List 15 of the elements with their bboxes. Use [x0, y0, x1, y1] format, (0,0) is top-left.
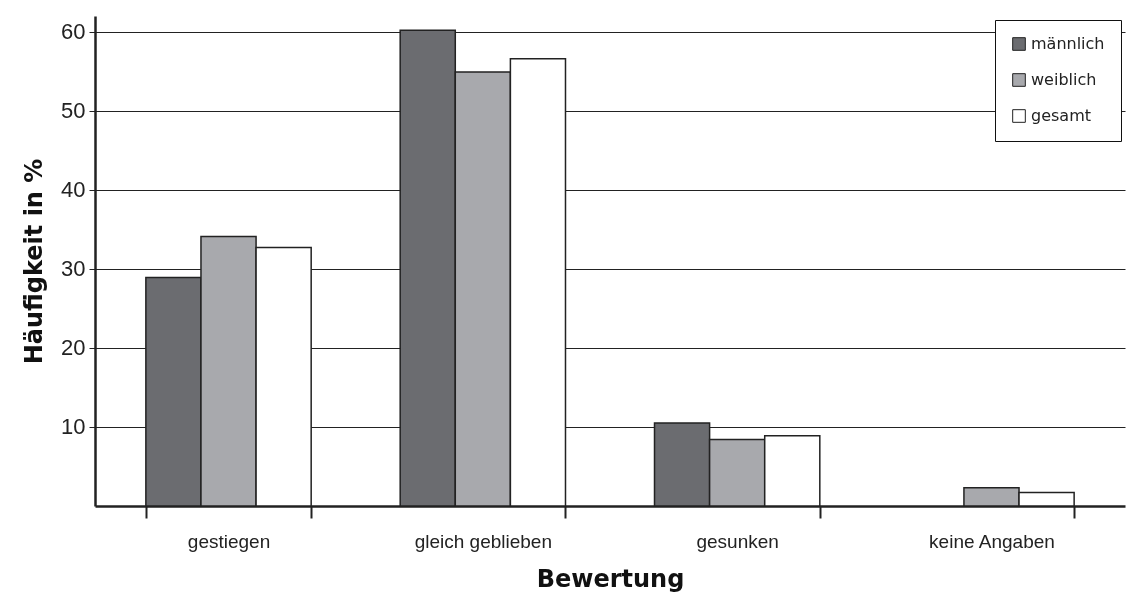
y-tick-label: 50	[61, 98, 86, 124]
y-tick-label: 30	[61, 256, 86, 282]
y-tick-label: 10	[61, 414, 86, 440]
y-tick-label: 40	[61, 177, 86, 203]
legend-label: männlich	[1031, 34, 1105, 53]
y-axis-title: Häufigkeit in %	[20, 158, 49, 365]
legend-label: gesamt	[1031, 106, 1091, 125]
x-tick-label: gestiegen	[187, 530, 271, 552]
x-axis-title: Bewertung	[536, 564, 685, 593]
x-tick-label: keine Angaben	[929, 530, 1055, 552]
y-tick-label: 60	[61, 19, 86, 45]
legend-label: weiblich	[1031, 70, 1097, 89]
x-tick-label: gesunken	[696, 530, 779, 552]
y-tick-label: 20	[61, 335, 86, 361]
x-tick-label: gleich geblieben	[414, 530, 553, 552]
